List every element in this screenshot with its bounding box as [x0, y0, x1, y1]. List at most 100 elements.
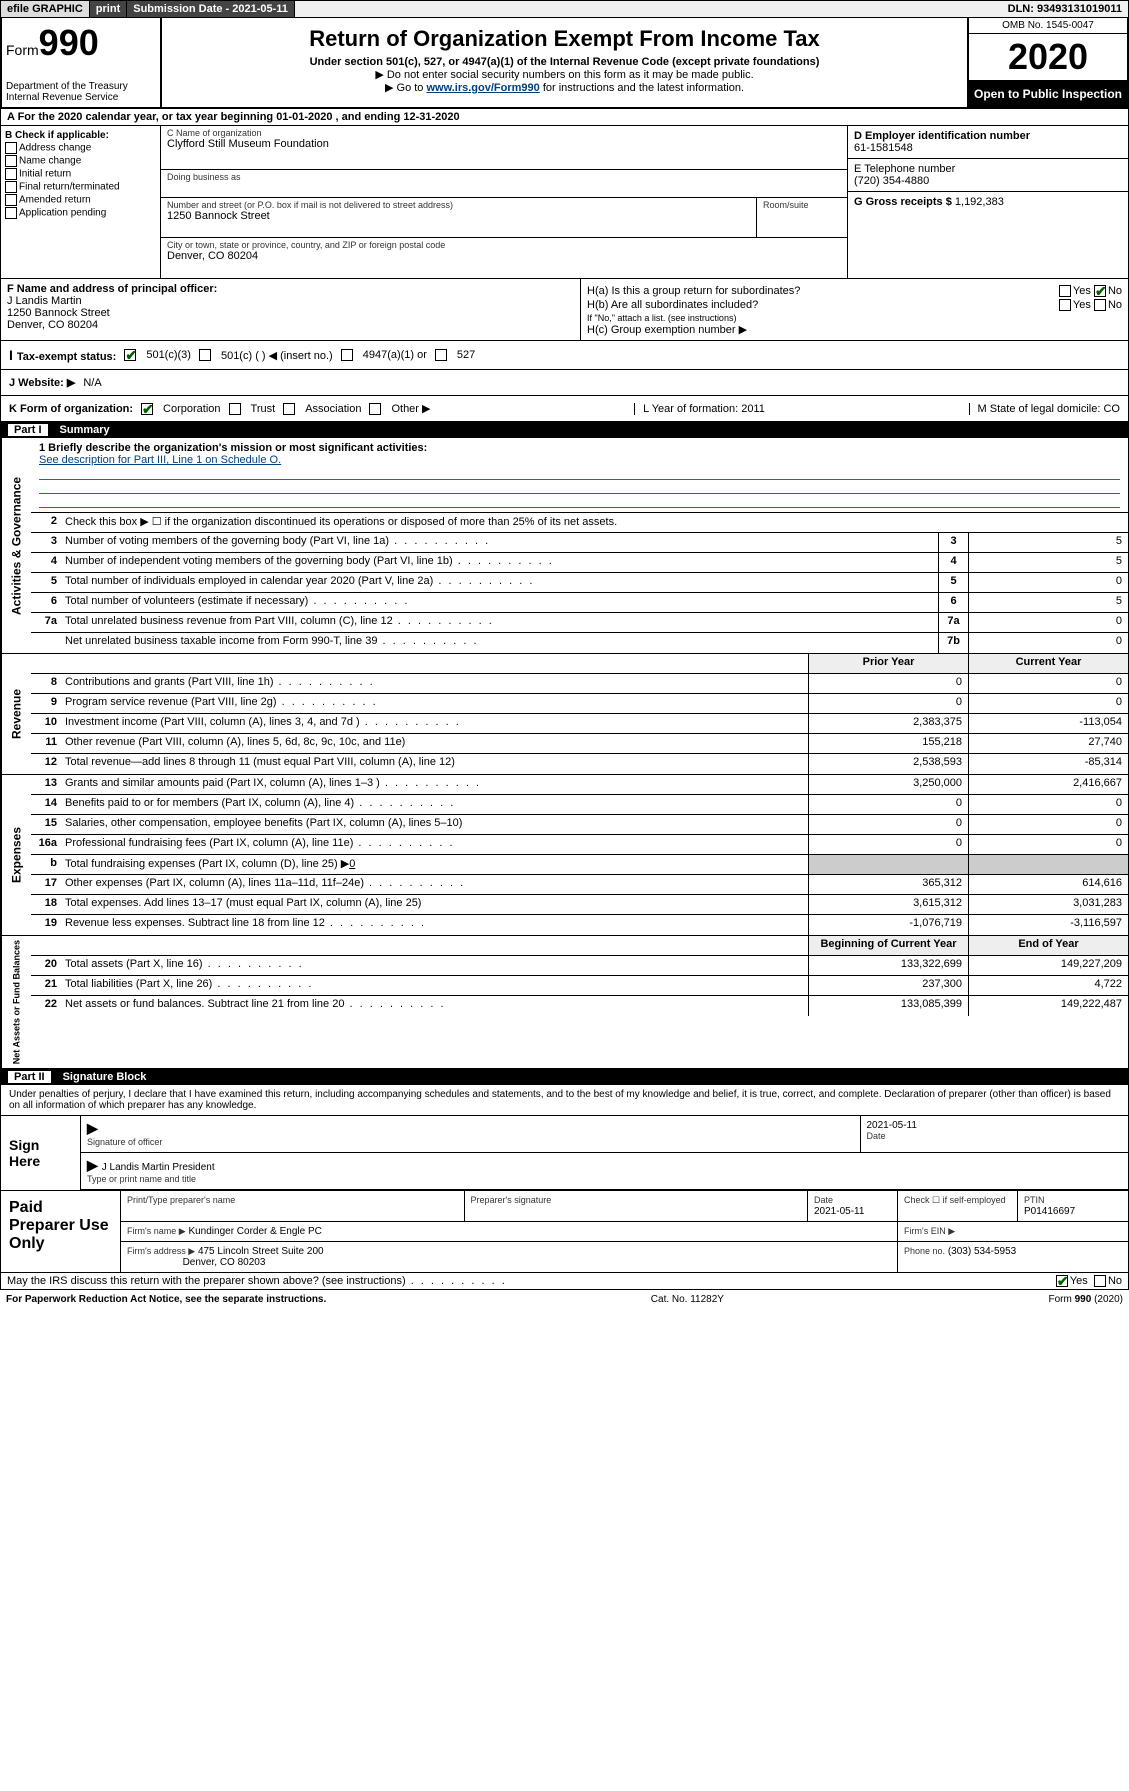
hb-no-label: No — [1108, 299, 1122, 311]
part-1-header: Part I Summary — [0, 422, 1129, 438]
line-11-current: 27,740 — [968, 734, 1128, 753]
application-pending-checkbox[interactable] — [5, 207, 17, 219]
part-2-title: Signature Block — [63, 1071, 147, 1083]
form-990-number: 990 — [39, 22, 99, 63]
line-11-prior: 155,218 — [808, 734, 968, 753]
omb-number: OMB No. 1545-0047 — [969, 18, 1127, 34]
form-title: Return of Organization Exempt From Incom… — [170, 26, 959, 52]
tax-status-row: ITax-exempt status: 501(c)(3) 501(c) ( )… — [0, 341, 1129, 370]
final-return-checkbox[interactable] — [5, 181, 17, 193]
line-13-desc: Grants and similar amounts paid (Part IX… — [61, 775, 808, 794]
ha-no-checkbox[interactable] — [1094, 285, 1106, 297]
dln-label: DLN: 93493131019011 — [1002, 1, 1128, 17]
line-7a-desc: Total unrelated business revenue from Pa… — [61, 613, 938, 632]
telephone-value: (720) 354-4880 — [854, 175, 1122, 187]
form-subtitle: Under section 501(c), 527, or 4947(a)(1)… — [170, 56, 959, 68]
trust-checkbox[interactable] — [229, 403, 241, 415]
line-11-desc: Other revenue (Part VIII, column (A), li… — [61, 734, 808, 753]
irs-link[interactable]: www.irs.gov/Form990 — [426, 82, 539, 94]
line-16b-prior-shaded — [808, 855, 968, 874]
line-21-end: 4,722 — [968, 976, 1128, 995]
department-label: Department of the Treasury Internal Reve… — [6, 81, 156, 103]
firm-name: Kundinger Corder & Engle PC — [188, 1226, 321, 1237]
firm-phone: (303) 534-5953 — [948, 1246, 1016, 1257]
paperwork-notice: For Paperwork Reduction Act Notice, see … — [6, 1294, 326, 1305]
line-18-desc: Total expenses. Add lines 13–17 (must eq… — [61, 895, 808, 914]
4947-checkbox[interactable] — [341, 349, 353, 361]
form-number: Form990 — [6, 22, 156, 64]
part-2-header: Part II Signature Block — [0, 1069, 1129, 1085]
amended-return-checkbox[interactable] — [5, 194, 17, 206]
line-16a-prior: 0 — [808, 835, 968, 854]
signature-section: Under penalties of perjury, I declare th… — [0, 1085, 1129, 1273]
discuss-no-checkbox[interactable] — [1094, 1275, 1106, 1287]
line-4-desc: Number of independent voting members of … — [61, 553, 938, 572]
initial-return-checkbox[interactable] — [5, 168, 17, 180]
line-17-prior: 365,312 — [808, 875, 968, 894]
line-10-prior: 2,383,375 — [808, 714, 968, 733]
discuss-yes-checkbox[interactable] — [1056, 1275, 1068, 1287]
line-3-desc: Number of voting members of the governin… — [61, 533, 938, 552]
form-org-label: K Form of organization: — [9, 403, 133, 415]
ha-yes-checkbox[interactable] — [1059, 285, 1071, 297]
check-applicable-box: B Check if applicable: Address change Na… — [1, 126, 161, 278]
line-13-prior: 3,250,000 — [808, 775, 968, 794]
address-change-checkbox[interactable] — [5, 142, 17, 154]
501c-other-label: 501(c) ( ) ◀ (insert no.) — [221, 349, 333, 362]
catalog-number: Cat. No. 11282Y — [651, 1294, 724, 1305]
line-16b-desc: Total fundraising expenses (Part IX, col… — [61, 855, 808, 874]
501c-other-checkbox[interactable] — [199, 349, 211, 361]
end-year-header: End of Year — [968, 936, 1128, 955]
line-5-val: 0 — [968, 573, 1128, 592]
initial-return-label: Initial return — [19, 169, 71, 180]
print-button[interactable]: print — [90, 1, 127, 17]
firm-ein-label: Firm's EIN ▶ — [904, 1226, 955, 1236]
name-change-checkbox[interactable] — [5, 155, 17, 167]
ptin-value: P01416697 — [1024, 1206, 1075, 1217]
box-b-title: B Check if applicable: — [5, 130, 109, 141]
ptin-label: PTIN — [1024, 1195, 1045, 1205]
mission-link[interactable]: See description for Part III, Line 1 on … — [39, 454, 281, 466]
501c3-checkbox[interactable] — [124, 349, 136, 361]
submission-date-button[interactable]: Submission Date - 2021-05-11 — [127, 1, 295, 17]
line-6-val: 5 — [968, 593, 1128, 612]
org-info-section: B Check if applicable: Address change Na… — [0, 126, 1129, 279]
room-label: Room/suite — [763, 200, 841, 210]
line-12-prior: 2,538,593 — [808, 754, 968, 774]
other-org-checkbox[interactable] — [369, 403, 381, 415]
line-7b-val: 0 — [968, 633, 1128, 653]
preparer-name-label: Print/Type preparer's name — [127, 1195, 235, 1205]
revenue-side-label: Revenue — [1, 654, 31, 774]
revenue-section: Revenue Prior YearCurrent Year 8Contribu… — [0, 654, 1129, 775]
net-assets-side-label: Net Assets or Fund Balances — [1, 936, 31, 1068]
state-domicile: M State of legal domicile: CO — [969, 403, 1120, 415]
paid-date-label: Date — [814, 1195, 833, 1205]
paid-date: 2021-05-11 — [814, 1206, 864, 1217]
city-state-zip: Denver, CO 80204 — [167, 250, 841, 262]
form-note-2: ▶ Go to www.irs.gov/Form990 for instruct… — [170, 81, 959, 94]
officer-name: J Landis Martin — [7, 295, 574, 307]
line-22-end: 149,222,487 — [968, 996, 1128, 1016]
association-checkbox[interactable] — [283, 403, 295, 415]
website-label: J Website: ▶ — [9, 376, 75, 389]
firm-name-label: Firm's name ▶ — [127, 1226, 186, 1236]
line-9-desc: Program service revenue (Part VIII, line… — [61, 694, 808, 713]
line-15-current: 0 — [968, 815, 1128, 834]
line-16b-current-shaded — [968, 855, 1128, 874]
tax-status-label: Tax-exempt status: — [17, 351, 116, 363]
line-2-desc: Check this box ▶ ☐ if the organization d… — [61, 513, 1128, 532]
line-9-prior: 0 — [808, 694, 968, 713]
corporation-checkbox[interactable] — [141, 403, 153, 415]
527-checkbox[interactable] — [435, 349, 447, 361]
other-org-label: Other ▶ — [391, 402, 430, 415]
line-7a-val: 0 — [968, 613, 1128, 632]
self-employed-label: Check ☐ if self-employed — [904, 1195, 1006, 1205]
line-10-desc: Investment income (Part VIII, column (A)… — [61, 714, 808, 733]
officer-signed-name: J Landis Martin President — [102, 1162, 215, 1173]
efile-button[interactable]: efile GRAPHIC — [1, 1, 90, 17]
sig-date: 2021-05-11 — [867, 1120, 917, 1131]
line-14-desc: Benefits paid to or for members (Part IX… — [61, 795, 808, 814]
sig-officer-label: Signature of officer — [87, 1137, 162, 1147]
hb-yes-checkbox[interactable] — [1059, 299, 1071, 311]
hb-no-checkbox[interactable] — [1094, 299, 1106, 311]
